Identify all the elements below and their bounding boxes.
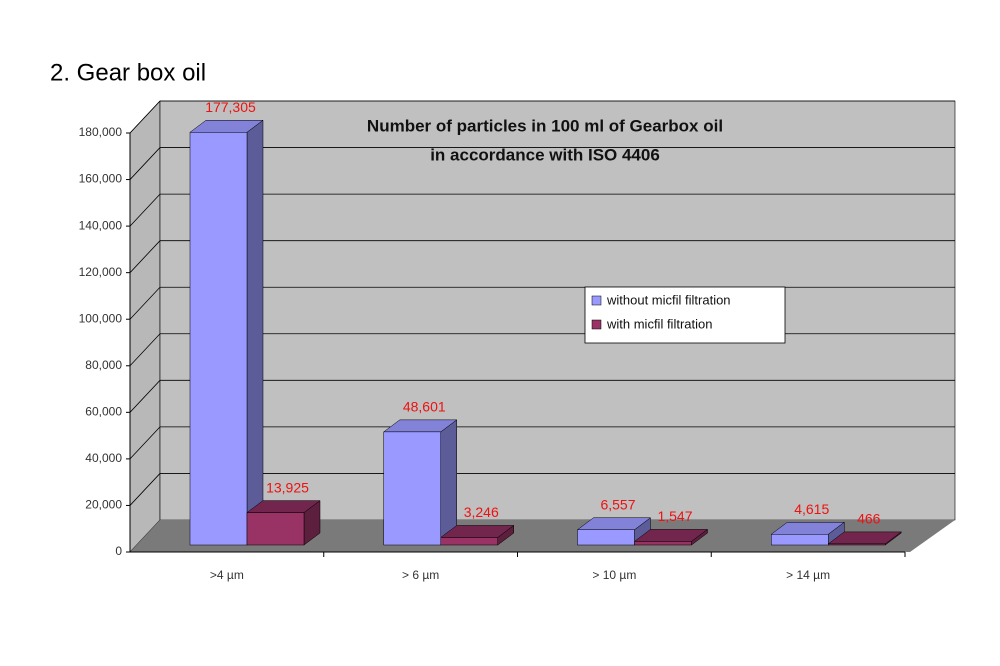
bar [440, 537, 498, 546]
grid-line [129, 473, 161, 506]
bar [634, 541, 692, 546]
legend-box [584, 286, 786, 344]
bar-side [246, 119, 264, 546]
grid-line [129, 286, 161, 320]
y-tick-label: 60,000 [85, 405, 122, 419]
y-tick-label: 180,000 [79, 125, 123, 139]
y-tick-label: 100,000 [79, 311, 123, 325]
grid-line [129, 240, 161, 273]
bar [246, 512, 305, 546]
chart-title: in accordance with ISO 4406 [430, 145, 660, 164]
grid-line [129, 100, 161, 134]
y-tick-label: 120,000 [79, 265, 123, 279]
value-label: 48,601 [403, 399, 446, 415]
grid-line [129, 333, 161, 367]
value-label: 177,305 [205, 99, 256, 115]
x-tick-label: >4 µm [210, 568, 244, 582]
bar [577, 529, 635, 546]
y-tick-label: 160,000 [79, 172, 123, 186]
value-label: 3,246 [464, 504, 499, 520]
x-tick-label: > 14 µm [786, 568, 830, 582]
grid-line [129, 193, 161, 227]
x-tick-label: > 10 µm [592, 568, 636, 582]
y-tick-label: 0 [115, 544, 122, 558]
bar [828, 543, 886, 546]
grid-line [129, 380, 161, 413]
page-heading: 2. Gear box oil [50, 59, 206, 86]
bar [771, 534, 829, 546]
floor [130, 520, 955, 552]
value-label: 466 [857, 511, 881, 527]
y-tick-label: 80,000 [85, 358, 122, 372]
value-label: 6,557 [600, 496, 635, 512]
grid-line [129, 426, 161, 460]
legend: without micfil filtration with micfil fil… [584, 286, 786, 344]
y-tick-label: 40,000 [85, 451, 122, 465]
x-tick-label: > 6 µm [402, 568, 439, 582]
value-label: 13,925 [266, 479, 309, 495]
bar-side [440, 419, 457, 546]
chart-title: Number of particles in 100 ml of Gearbox… [367, 116, 723, 135]
y-tick-label: 20,000 [85, 498, 122, 512]
bar [383, 431, 441, 546]
value-label: 1,547 [657, 508, 692, 524]
legend-swatch [591, 295, 602, 306]
y-tick-label: 140,000 [79, 218, 123, 232]
legend-label: with micfil filtration [606, 316, 712, 331]
bar [189, 132, 248, 546]
left-wall [129, 100, 161, 553]
legend-label: without micfil filtration [606, 292, 731, 307]
legend-swatch [591, 319, 602, 330]
grid-line [129, 147, 161, 180]
value-label: 4,615 [794, 501, 829, 517]
